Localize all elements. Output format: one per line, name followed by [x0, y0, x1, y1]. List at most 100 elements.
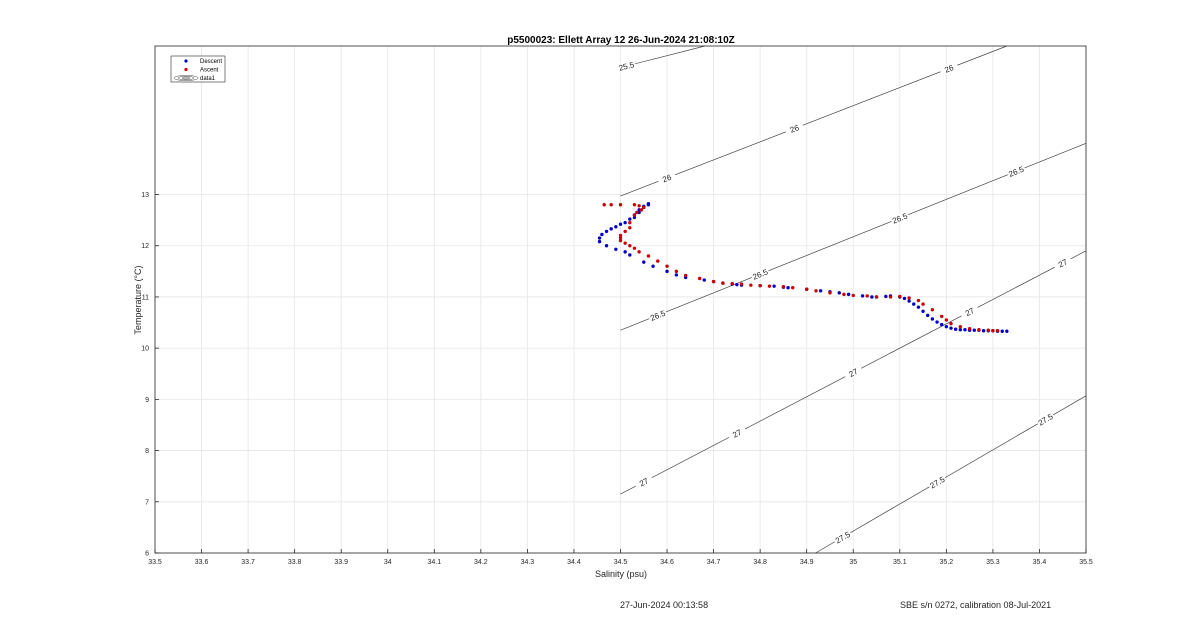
contour-label-bg [726, 424, 748, 442]
ascent-point [781, 284, 786, 289]
x-tick-label: 34 [384, 559, 392, 566]
contour-label-bg [656, 170, 678, 186]
legend-ascent-label: Ascent [200, 68, 219, 74]
y-tick-label: 11 [142, 294, 149, 301]
descent-point [597, 236, 602, 240]
descent-point [786, 286, 790, 290]
descent-point [935, 320, 939, 324]
ascent-point [618, 203, 623, 207]
density-contours: 25.526262626.526.526.526.5272727272727.5… [616, 45, 1087, 554]
ascent-point [602, 203, 606, 207]
descent-point [1000, 329, 1004, 333]
ascent-point [749, 283, 753, 287]
ascent-point [665, 264, 669, 268]
ascent-point [642, 205, 646, 210]
ascent-point [958, 324, 963, 329]
contour-label: 25.5 [618, 60, 636, 73]
x-tick-label: 34.4 [567, 559, 581, 566]
descent-point [614, 225, 618, 229]
series-descent [597, 202, 1009, 333]
ascent-point [632, 213, 637, 217]
x-tick-label: 34.1 [427, 559, 441, 566]
x-tick-label: 34.5 [614, 559, 628, 566]
ascent-point [814, 289, 818, 293]
ascent-point [637, 204, 641, 208]
legend[interactable]: Descent Ascent data1 [170, 55, 226, 83]
x-tick-label: 33.5 [148, 559, 162, 566]
descent-point [953, 327, 958, 331]
ascent-point [851, 293, 855, 298]
descent-point [772, 284, 776, 288]
ascent-point [995, 329, 1000, 333]
descent-point [870, 295, 874, 299]
ascent-point [842, 292, 846, 297]
legend-ascent-marker [184, 67, 188, 72]
descent-point [597, 239, 602, 244]
descent-point [981, 329, 986, 333]
ascent-point [865, 294, 869, 298]
ascent-point [646, 254, 651, 258]
descent-point [604, 244, 609, 248]
ascent-point [697, 276, 702, 281]
descent-point [907, 299, 911, 303]
descent-point [860, 294, 865, 298]
descent-point [735, 282, 739, 287]
descent-point [930, 317, 935, 321]
descent-point [637, 210, 641, 215]
y-tick-label: 13 [141, 192, 149, 199]
ascent-point [683, 273, 688, 278]
descent-point [963, 328, 967, 332]
ascent-point [758, 283, 762, 288]
legend-descent-label: Descent [200, 59, 222, 65]
ascent-point [967, 326, 972, 331]
contour-label-bg [832, 528, 853, 547]
ascent-point [637, 250, 641, 254]
ascent-point [609, 203, 613, 207]
x-tick-label: 33.7 [241, 559, 255, 566]
ascent-point [828, 291, 832, 295]
descent-point [926, 313, 930, 318]
footer-calibration: SBE s/n 0272, calibration 08-Jul-2021 [900, 600, 1052, 610]
contour-label-bg [1052, 254, 1074, 272]
ascent-point [721, 281, 725, 285]
descent-point [939, 322, 944, 327]
contour-label-bg [842, 363, 864, 382]
ascent-point [635, 210, 639, 215]
ascent-point [632, 203, 637, 207]
ascent-point [977, 328, 981, 332]
y-tick-label: 7 [145, 499, 149, 506]
contour-label: 26 [943, 63, 955, 75]
data-series [597, 202, 1009, 333]
contour-label-bg [616, 58, 637, 74]
descent-point [600, 232, 604, 237]
descent-point [646, 203, 651, 207]
ascent-point [921, 302, 925, 306]
ascent-point [618, 238, 623, 243]
y-tick-label: 12 [141, 243, 149, 250]
contour-label: 26 [789, 123, 801, 135]
x-tick-label: 33.9 [334, 559, 348, 566]
descent-point [604, 229, 609, 234]
descent-point [674, 273, 679, 277]
descent-point [632, 215, 637, 220]
descent-point [958, 328, 963, 332]
descent-point [949, 326, 953, 330]
ascent-point [711, 279, 716, 284]
descent-point [916, 305, 921, 309]
ascent-point [791, 286, 795, 290]
contour-label-bg [938, 60, 960, 77]
descent-point [818, 289, 823, 293]
x-tick-label: 34.7 [707, 559, 721, 566]
ascent-point [730, 281, 734, 286]
descent-point [642, 260, 646, 264]
y-tick-label: 6 [145, 551, 149, 558]
contour-label-bg [926, 473, 948, 492]
x-tick-label: 35.1 [893, 559, 907, 566]
ascent-point [949, 321, 953, 326]
descent-point [944, 324, 949, 329]
contour-label-bg [1005, 163, 1027, 180]
x-tick-label: 34.9 [800, 559, 814, 566]
ascent-point [739, 282, 744, 286]
x-axis-label: Salinity (psu) [595, 569, 647, 579]
ascent-point [639, 208, 644, 212]
